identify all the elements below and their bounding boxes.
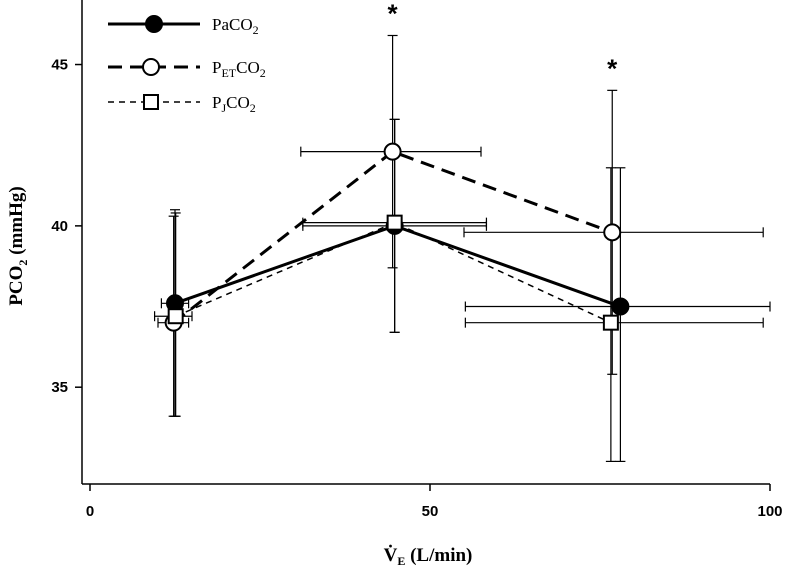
x-tick-label: 100: [757, 503, 782, 520]
series-markers: [164, 142, 630, 332]
x-axis-title-rest: (L/min): [405, 545, 472, 566]
data-point-2: [167, 308, 184, 325]
legend-label-paco2: PaCO2: [212, 15, 259, 37]
data-point-1: [383, 142, 402, 161]
y-axis-title-sub: 2: [16, 260, 30, 266]
y-axis-title: PCO2 (mmHg): [6, 186, 30, 305]
x-axis-title-v: V̇: [384, 545, 398, 566]
data-point-2: [386, 214, 403, 231]
significance-asterisk: *: [388, 0, 399, 29]
series-line-0: [174, 224, 621, 308]
legend-marker-paco2: [145, 15, 163, 33]
data-point-0: [611, 297, 630, 316]
data-point-2: [602, 314, 619, 331]
y-axis-title-pco: PCO: [6, 266, 27, 306]
y-tick-label: 35: [51, 379, 68, 396]
data-point-1: [603, 223, 622, 242]
y-tick-label: 40: [51, 218, 68, 235]
significance-asterisk: *: [607, 53, 618, 83]
y-tick-label: 45: [51, 57, 68, 74]
series-lines: [172, 149, 621, 324]
significance-annotations: **: [388, 0, 619, 83]
x-axis-title-sub: E: [397, 554, 405, 568]
x-axis-title: V̇E (L/min): [384, 545, 473, 568]
legend-marker-petco2: [142, 58, 160, 76]
y-axis-title-rest: (mmHg): [6, 186, 27, 259]
legend-label-pjco2: PJCO2: [212, 93, 256, 115]
legend-label-petco2: PETCO2: [212, 58, 266, 80]
axis-ticks: 0 50 100 35 40 45: [51, 57, 782, 520]
x-tick-label: 50: [422, 503, 439, 520]
series-line-2: [175, 221, 612, 324]
legend: PaCO2 PETCO2 PJCO2: [108, 15, 266, 115]
legend-marker-pjco2: [143, 94, 159, 110]
x-tick-label: 0: [86, 503, 94, 520]
